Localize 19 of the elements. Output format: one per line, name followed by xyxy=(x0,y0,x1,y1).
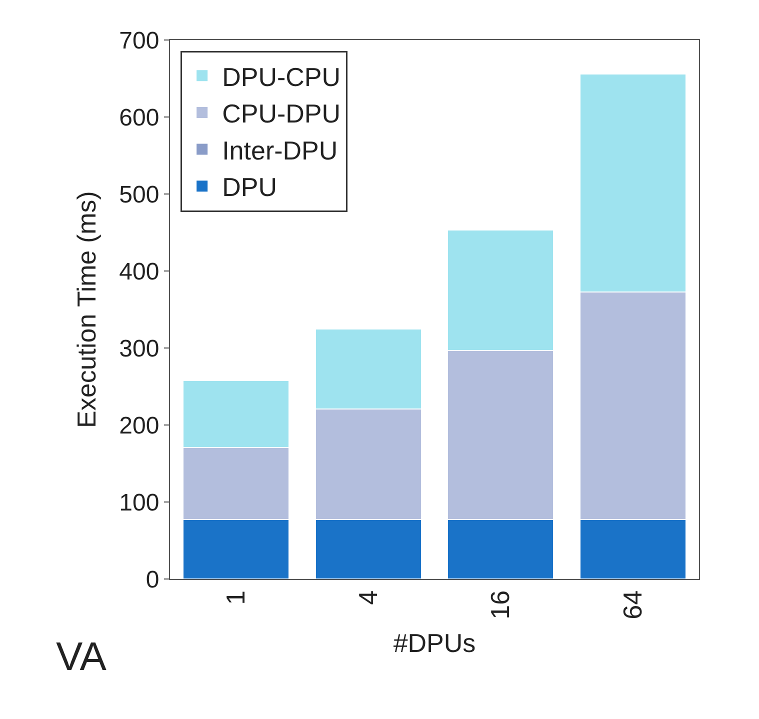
y-axis-title: Execution Time (ms) xyxy=(72,191,102,428)
x-axis-title: #DPUs xyxy=(393,628,476,658)
y-tick-label: 700 xyxy=(119,27,160,54)
x-tick-label: 16 xyxy=(485,590,516,620)
x-tick-label: 1 xyxy=(220,590,251,605)
y-tick-label: 100 xyxy=(119,489,160,516)
y-tick-label: 500 xyxy=(119,181,160,208)
legend-label: CPU-DPU xyxy=(222,98,341,129)
y-tick-label: 0 xyxy=(146,566,160,594)
y-tick-label: 600 xyxy=(119,104,160,132)
x-tick-label: 64 xyxy=(617,590,648,620)
y-tick-label: 300 xyxy=(119,335,160,362)
text: VA xyxy=(56,635,107,679)
y-tick-label: 200 xyxy=(119,412,160,440)
x-tick-label: 4 xyxy=(352,590,383,605)
legend-label: DPU xyxy=(222,172,277,202)
y-tick-label: 400 xyxy=(119,258,160,286)
legend-label: DPU-CPU xyxy=(222,62,341,92)
legend-label: Inter-DPU xyxy=(222,135,338,166)
